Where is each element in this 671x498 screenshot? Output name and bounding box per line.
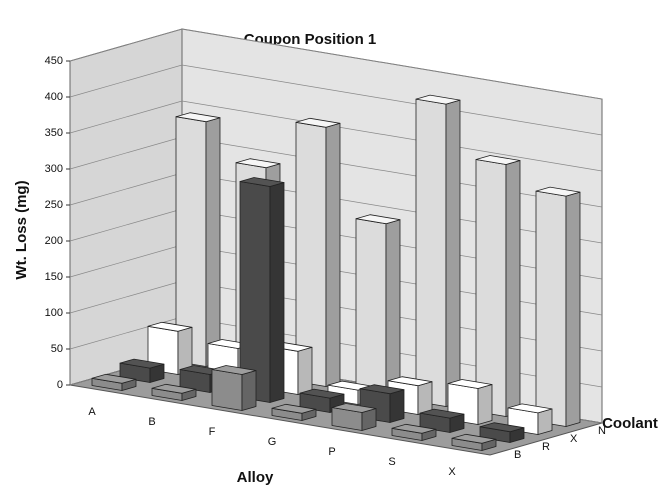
bar-top bbox=[387, 376, 433, 387]
x-tick-label: G bbox=[268, 436, 277, 448]
grid-line bbox=[69, 28, 603, 100]
bar-top bbox=[475, 155, 521, 165]
bar-top bbox=[355, 214, 401, 225]
bar-front bbox=[415, 98, 447, 407]
bar bbox=[479, 422, 525, 443]
bar bbox=[355, 214, 401, 397]
x-axis-title: Alloy bbox=[237, 469, 274, 486]
grid-line bbox=[69, 100, 603, 172]
y-tick-label: 400 bbox=[45, 91, 63, 103]
bar-top bbox=[331, 403, 377, 413]
bar-side bbox=[505, 160, 521, 417]
x-tick-label: X bbox=[448, 466, 456, 478]
y-tick-label: 50 bbox=[51, 343, 63, 355]
x-tick-label: S bbox=[388, 456, 395, 468]
bar-top bbox=[299, 388, 345, 399]
y-tick-label: 450 bbox=[45, 55, 63, 67]
legend-label: B bbox=[514, 449, 521, 461]
bar-side bbox=[417, 381, 433, 415]
bar bbox=[91, 373, 137, 391]
bar bbox=[211, 365, 257, 411]
bar-top bbox=[295, 117, 341, 128]
legend-label: N bbox=[598, 425, 606, 437]
bar bbox=[535, 186, 581, 427]
bar bbox=[391, 423, 437, 441]
bar-side bbox=[269, 182, 285, 403]
bar-front bbox=[475, 159, 507, 417]
bar-top bbox=[391, 423, 437, 434]
bar-top bbox=[535, 186, 581, 197]
legend-label: X bbox=[570, 433, 578, 445]
y-tick-label: 100 bbox=[45, 307, 63, 319]
bar bbox=[151, 383, 197, 401]
bar-top bbox=[451, 433, 497, 444]
x-tick-label: A bbox=[88, 406, 96, 418]
bar-top bbox=[119, 358, 165, 369]
bar-side bbox=[445, 99, 461, 407]
y-axis-title: Wt. Loss (mg) bbox=[13, 180, 30, 279]
bar bbox=[271, 403, 317, 421]
chart-title: Coupon Position 1 bbox=[244, 31, 377, 48]
y-tick-label: 200 bbox=[45, 235, 63, 247]
x-tick-label: F bbox=[209, 426, 216, 438]
bar-top bbox=[507, 403, 553, 414]
bar-top bbox=[147, 321, 193, 332]
bar-side bbox=[297, 346, 313, 395]
y-tick-label: 250 bbox=[45, 199, 63, 211]
bar-side bbox=[389, 389, 405, 423]
bar-top bbox=[479, 422, 525, 433]
x-tick-label: P bbox=[328, 446, 335, 458]
bar bbox=[451, 433, 497, 451]
y-tick-label: 150 bbox=[45, 271, 63, 283]
bar-top bbox=[211, 365, 257, 375]
y-tick-label: 350 bbox=[45, 127, 63, 139]
bar bbox=[239, 177, 285, 403]
bar-top bbox=[235, 158, 281, 169]
bar-top bbox=[151, 383, 197, 394]
bar bbox=[415, 94, 461, 407]
bar-top bbox=[359, 384, 405, 395]
bar-side bbox=[241, 370, 257, 411]
bar-front bbox=[211, 369, 243, 411]
bar-top bbox=[91, 373, 137, 384]
bar-top bbox=[415, 94, 461, 105]
y-tick-label: 0 bbox=[57, 379, 63, 391]
bar bbox=[475, 155, 521, 417]
bar-side bbox=[325, 122, 341, 387]
grid-line bbox=[69, 64, 603, 136]
y-tick-label: 300 bbox=[45, 163, 63, 175]
bar-side bbox=[205, 117, 221, 367]
bar-side bbox=[537, 408, 553, 435]
bar bbox=[331, 403, 377, 431]
bar-top bbox=[419, 408, 465, 419]
bar-top bbox=[175, 112, 221, 123]
bar bbox=[295, 117, 341, 387]
bar-side bbox=[385, 219, 401, 397]
bar-top bbox=[271, 403, 317, 414]
bar bbox=[175, 112, 221, 367]
bar-side bbox=[477, 384, 493, 425]
z-axis-title: Coolant bbox=[602, 415, 658, 432]
bar-top bbox=[447, 379, 493, 389]
bar-front bbox=[535, 190, 567, 427]
legend-label: R bbox=[542, 441, 550, 453]
x-tick-label: B bbox=[148, 416, 155, 428]
bar-top bbox=[239, 177, 285, 187]
bar-front bbox=[355, 218, 387, 397]
bar-side bbox=[565, 191, 581, 427]
